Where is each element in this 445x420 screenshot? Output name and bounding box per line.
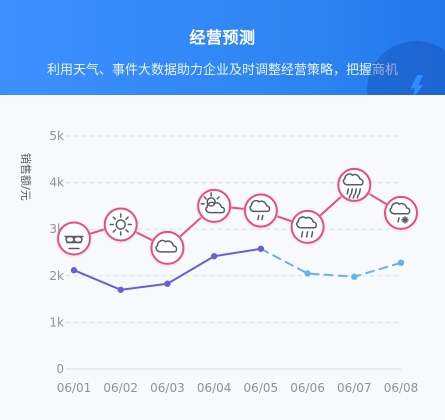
- x-tick-label: 06/05: [244, 381, 279, 395]
- page-subtitle: 利用天气、事件大数据助力企业及时调整经营策略，把握商机: [46, 63, 398, 78]
- cloudy-icon: [155, 239, 178, 253]
- weather-marker: [337, 167, 372, 202]
- forecast-sales-point: [351, 273, 358, 280]
- x-tick-label: 06/02: [103, 381, 138, 395]
- heavy-rain-icon: [342, 173, 364, 199]
- x-tick-label: 06/07: [337, 381, 372, 395]
- page-title: 经营预测: [189, 28, 256, 47]
- y-tick-label: 2k: [49, 269, 64, 283]
- forecast-sales-point: [397, 259, 405, 266]
- x-axis-ticks: 06/01 06/02 06/03 06/04 06/05 06/06 06/07 06/08: [57, 381, 419, 395]
- y-tick-label: 4k: [49, 176, 64, 190]
- actual-sales-point: [257, 245, 265, 252]
- y-axis-label: 销售额/元: [19, 153, 33, 201]
- lightning-icon: [367, 41, 445, 95]
- chart-panel: 0 1k 2k 3k 4k 5k 06/01 06/02 06/03 06/04 06/05 06/…: [0, 95, 445, 420]
- x-tick-label: 06/01: [57, 381, 92, 395]
- y-tick-label: 5k: [49, 129, 64, 143]
- drizzle-icon: [249, 199, 271, 221]
- forecast-header: 经营预测 利用天气、事件大数据助力企业及时调整经营策略，把握商机: [0, 0, 445, 95]
- weather-marker: [150, 230, 185, 265]
- partly-cloudy-icon: [200, 192, 226, 214]
- y-axis-title: 销售额/元: [19, 153, 33, 201]
- actual-sales-point: [117, 286, 124, 293]
- weather-marker: [197, 188, 232, 223]
- weather-marker: [384, 195, 418, 230]
- weather-marker: [243, 193, 278, 228]
- grid-lines: [66, 135, 401, 370]
- x-tick-label: 06/06: [290, 381, 325, 395]
- weather-marker: [103, 207, 138, 242]
- x-tick-label: 06/03: [150, 381, 185, 395]
- actual-sales-point: [210, 253, 218, 260]
- weather-marker-circle: [103, 207, 138, 242]
- weather-marker-circle: [150, 230, 185, 265]
- actual-sales-point: [70, 267, 78, 274]
- sleet-icon: [389, 202, 411, 224]
- x-tick-label: 06/08: [384, 381, 419, 395]
- forecast-sales-line: [259, 247, 402, 278]
- fog-icon: [64, 235, 84, 250]
- sunny-icon: [109, 213, 132, 236]
- weather-marker: [57, 221, 91, 256]
- forecast-sales-point: [304, 270, 311, 277]
- weather-marker: [290, 209, 325, 244]
- x-tick-label: 06/04: [197, 381, 232, 395]
- weather-marker-circle: [197, 188, 232, 223]
- weather-marker-circle: [290, 209, 325, 244]
- rain-icon: [295, 216, 317, 238]
- actual-sales-point: [164, 280, 171, 287]
- y-tick-label: 1k: [49, 315, 64, 329]
- y-tick-label: 0: [56, 362, 64, 376]
- weather-marker-layer: [57, 167, 418, 265]
- weather-marker-circle: [243, 193, 278, 228]
- weather-marker-circle: [384, 195, 418, 230]
